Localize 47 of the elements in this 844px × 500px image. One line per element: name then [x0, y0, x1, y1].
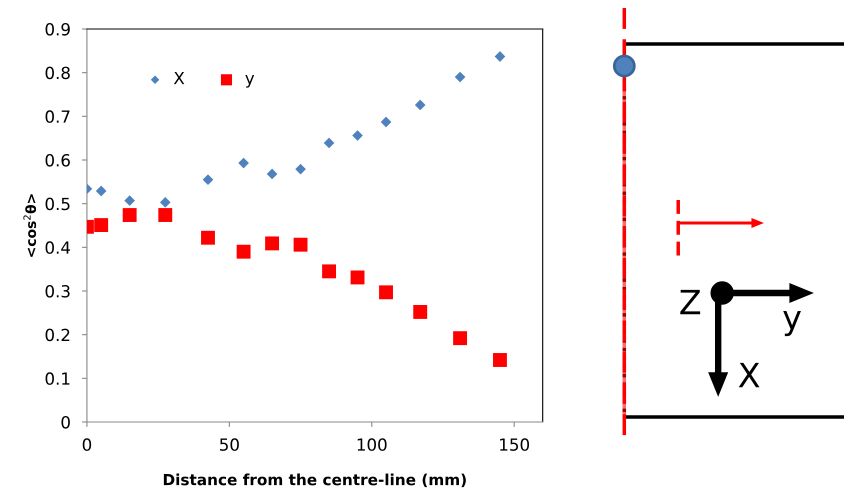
y-tick-label: 0.3 [46, 284, 70, 298]
point [266, 168, 278, 180]
point [324, 138, 334, 148]
point [379, 285, 393, 300]
point [494, 51, 506, 62]
x-tick-label: 0 [82, 438, 92, 451]
point [352, 130, 363, 141]
text: X [738, 362, 760, 388]
point [94, 218, 108, 232]
point [265, 236, 280, 250]
point [294, 238, 308, 252]
point [124, 195, 135, 206]
y-tick-label: 0.5 [46, 198, 70, 210]
y-axis-title: <cos$^{2}$θ> [23, 194, 36, 257]
point [493, 353, 507, 367]
x-tick-label: 50 [220, 438, 239, 451]
x-tick-label: 150 [500, 438, 530, 451]
point [322, 264, 336, 278]
point [238, 158, 249, 168]
text: y [783, 310, 801, 336]
point [380, 116, 392, 128]
point [201, 230, 215, 245]
point [453, 331, 468, 346]
x-axis-title: Distance from the centre-line (mm) [164, 474, 466, 488]
point [295, 164, 306, 174]
point [350, 270, 364, 284]
y-tick-label: 0.2 [46, 328, 70, 342]
point [414, 100, 426, 110]
legend-label: X [174, 72, 184, 84]
x-tick-label: 100 [358, 438, 387, 451]
point [158, 208, 172, 222]
y-tick-label: 0.1 [46, 372, 70, 385]
y-tick-label: 0.7 [46, 110, 70, 123]
point [160, 197, 171, 208]
y-tick-label: 0.6 [46, 154, 70, 167]
y-tick-label: 0.9 [46, 22, 70, 36]
point [202, 174, 214, 185]
point [96, 186, 106, 196]
y-tick-label: 0.8 [46, 66, 70, 80]
point [454, 72, 466, 82]
legend-label: y [245, 75, 254, 88]
y-tick-label: 0 [61, 416, 70, 429]
point [122, 208, 137, 222]
text: Z [680, 290, 700, 314]
point [413, 305, 428, 319]
y-tick-label: 0.4 [46, 241, 70, 254]
point [236, 244, 251, 259]
